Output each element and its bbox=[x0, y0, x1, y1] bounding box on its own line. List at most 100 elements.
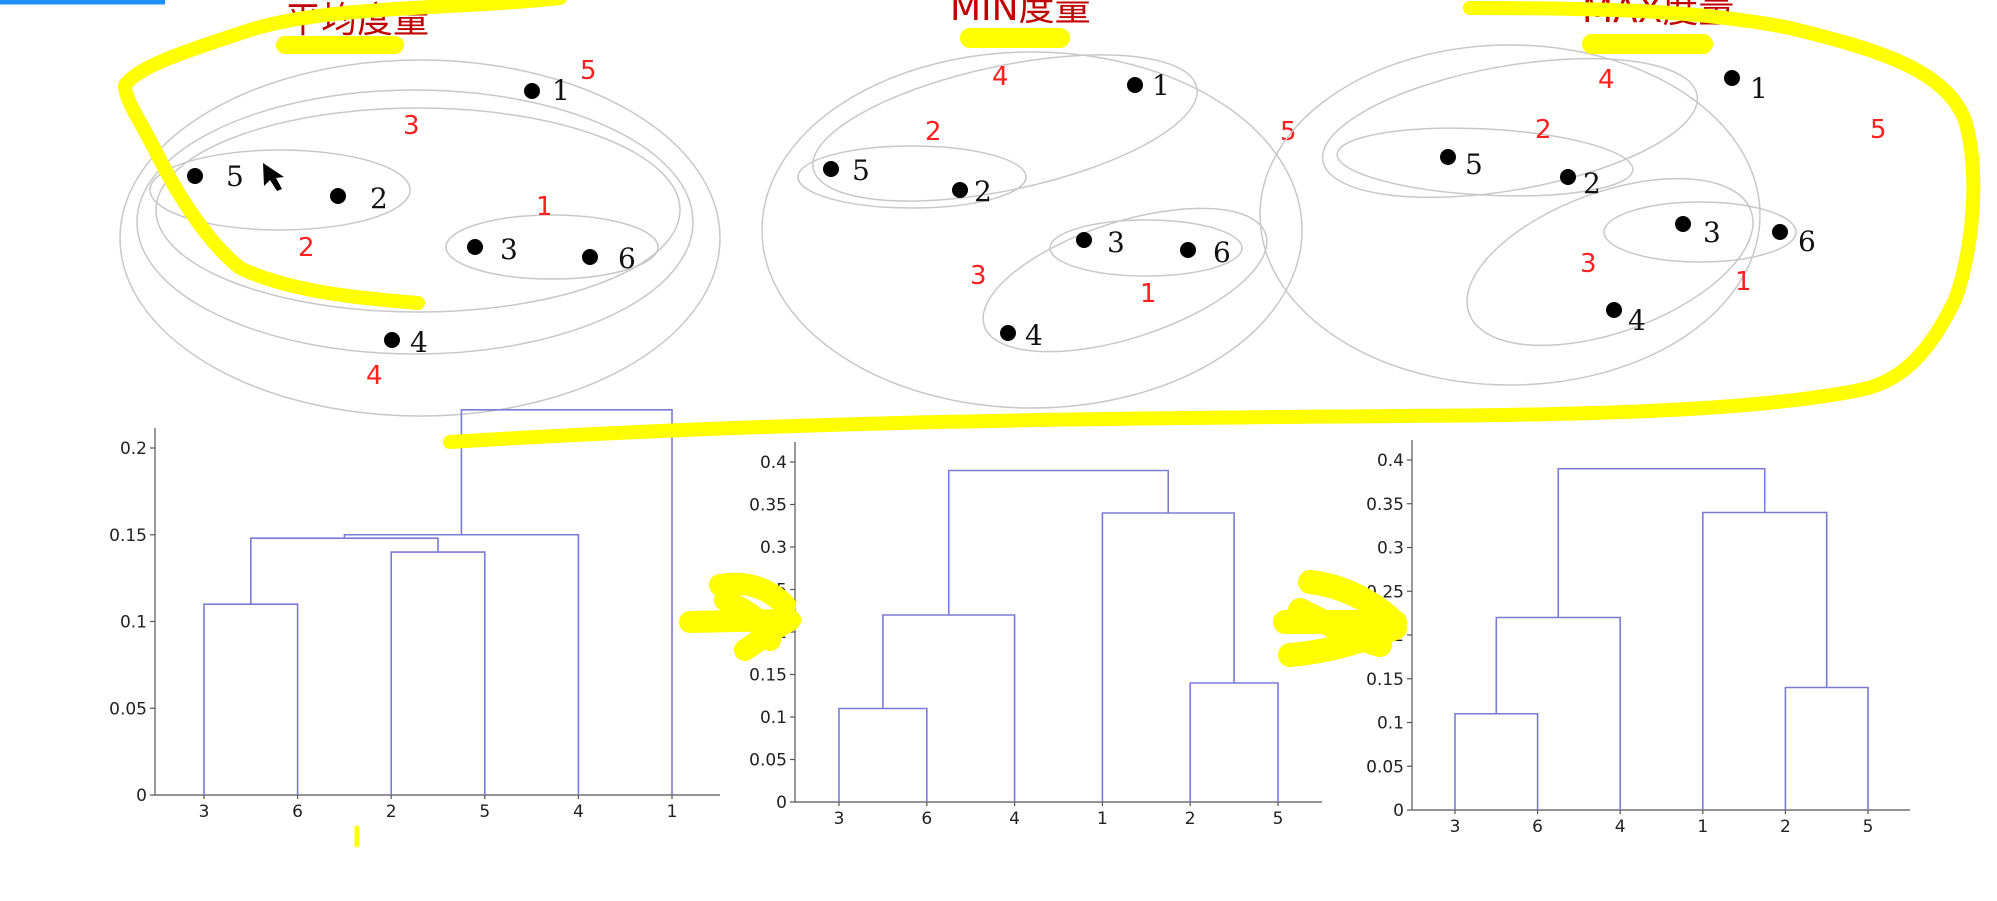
highlight-loop-right bbox=[443, 1, 1981, 449]
dendrogram-link bbox=[838, 707, 928, 802]
dendrogram-link bbox=[1702, 511, 1828, 810]
x-tick-label: 1 bbox=[1697, 817, 1708, 837]
x-tick-label: 6 bbox=[292, 802, 303, 822]
dendrogram-link bbox=[1557, 467, 1766, 618]
dendrogram-link bbox=[250, 537, 439, 605]
y-tick-label: 0.1 bbox=[1377, 714, 1404, 734]
x-tick-label: 1 bbox=[667, 802, 678, 822]
y-tick-label: 0.2 bbox=[120, 439, 147, 459]
cluster-ellipse bbox=[1259, 44, 1761, 386]
x-tick-label: 2 bbox=[386, 802, 397, 822]
highlight-arrow bbox=[679, 572, 801, 661]
mouse-cursor-icon bbox=[263, 163, 284, 191]
point-label: 6 bbox=[1798, 225, 1816, 258]
point-label: 1 bbox=[552, 74, 570, 107]
dendrogram-link bbox=[1189, 682, 1279, 802]
merge-order-label: 1 bbox=[1735, 267, 1752, 297]
cluster-ellipse bbox=[812, 54, 1198, 202]
y-tick-label: 0.1 bbox=[760, 708, 787, 728]
cluster-ellipse bbox=[119, 59, 721, 417]
title-min: MIN度量 bbox=[950, 0, 1091, 29]
y-tick-label: 0.05 bbox=[749, 751, 787, 771]
dendrogram-link bbox=[343, 533, 580, 795]
point bbox=[384, 332, 400, 348]
dendrogram-link bbox=[947, 469, 1170, 615]
cluster-ellipse bbox=[797, 145, 1027, 209]
x-tick-label: 2 bbox=[1780, 817, 1791, 837]
point-label: 6 bbox=[1213, 236, 1231, 269]
highlight-loop-left bbox=[118, 0, 567, 310]
x-tick-label: 3 bbox=[1450, 817, 1461, 837]
point bbox=[1772, 224, 1788, 240]
dendrogram-min: 00.050.10.150.20.250.30.350.43 6 4 1 2 5 bbox=[749, 442, 1322, 829]
point-label: 6 bbox=[618, 242, 636, 275]
y-tick-label: 0.05 bbox=[109, 699, 147, 719]
x-tick-label: 4 bbox=[1009, 809, 1020, 829]
point-label: 3 bbox=[1703, 216, 1721, 249]
point-label: 1 bbox=[1750, 72, 1768, 105]
point bbox=[524, 83, 540, 99]
point bbox=[187, 168, 203, 184]
point bbox=[952, 182, 968, 198]
merge-order-label: 3 bbox=[1580, 249, 1597, 279]
cluster-ellipse bbox=[149, 149, 411, 231]
point-label: 1 bbox=[1152, 69, 1170, 102]
y-tick-label: 0.4 bbox=[760, 453, 787, 473]
cluster-ellipse bbox=[982, 207, 1268, 353]
point bbox=[582, 249, 598, 265]
y-tick-label: 0.15 bbox=[109, 526, 147, 546]
dendrogram-link bbox=[460, 409, 673, 795]
highlight-arrow bbox=[1273, 570, 1407, 667]
cluster-panel-average: 1 5 2 3 6 4 5 3 1 2 4 bbox=[119, 56, 721, 417]
merge-order-label: 5 bbox=[1870, 115, 1887, 145]
dendrogram-link bbox=[203, 603, 299, 795]
cluster-ellipse bbox=[155, 107, 681, 313]
merge-order-label: 2 bbox=[1535, 115, 1552, 145]
point bbox=[1180, 242, 1196, 258]
point bbox=[1606, 302, 1622, 318]
y-tick-label: 0.05 bbox=[1366, 757, 1404, 777]
point-label: 4 bbox=[1025, 319, 1043, 352]
dendrogram-max: 00.050.10.150.20.250.30.350.43 6 4 1 2 5 bbox=[1366, 440, 1910, 837]
merge-order-label: 1 bbox=[1140, 279, 1157, 309]
merge-order-label: 5 bbox=[1280, 117, 1297, 147]
y-tick-label: 0.3 bbox=[1377, 539, 1404, 559]
point bbox=[330, 188, 346, 204]
point bbox=[1127, 77, 1143, 93]
point bbox=[467, 239, 483, 255]
x-tick-label: 6 bbox=[1532, 817, 1543, 837]
point-label: 5 bbox=[226, 160, 244, 193]
x-tick-label: 5 bbox=[1863, 817, 1874, 837]
cluster-ellipse bbox=[1466, 177, 1754, 347]
x-tick-label: 6 bbox=[921, 809, 932, 829]
point-label: 3 bbox=[500, 233, 518, 266]
merge-order-label: 4 bbox=[992, 62, 1009, 92]
cluster-ellipse bbox=[1321, 57, 1699, 199]
y-tick-label: 0.35 bbox=[1366, 495, 1404, 515]
highlighter-annotations bbox=[118, 0, 1981, 848]
cluster-ellipse bbox=[136, 89, 694, 355]
cluster-ellipse bbox=[445, 214, 659, 280]
point-label: 2 bbox=[1583, 167, 1601, 200]
point bbox=[1440, 149, 1456, 165]
y-tick-label: 0.1 bbox=[120, 613, 147, 633]
dendrogram-link bbox=[390, 551, 486, 795]
point-label: 2 bbox=[974, 175, 992, 208]
x-tick-label: 5 bbox=[479, 802, 490, 822]
x-tick-label: 4 bbox=[1615, 817, 1626, 837]
point-label: 2 bbox=[370, 182, 388, 215]
dendrogram-link bbox=[1784, 686, 1869, 810]
cluster-ellipse bbox=[1049, 219, 1243, 277]
x-tick-label: 5 bbox=[1273, 809, 1284, 829]
x-tick-label: 3 bbox=[199, 802, 210, 822]
merge-order-label: 1 bbox=[536, 192, 553, 222]
x-tick-label: 3 bbox=[834, 809, 845, 829]
x-tick-label: 2 bbox=[1185, 809, 1196, 829]
dendrogram-link bbox=[1101, 512, 1235, 802]
y-tick-label: 0 bbox=[776, 793, 787, 813]
merge-order-label: 5 bbox=[580, 56, 597, 86]
cluster-panel-min: 1 5 2 3 6 4 4 2 5 3 1 bbox=[761, 51, 1303, 409]
y-tick-label: 0.4 bbox=[1377, 451, 1404, 471]
merge-order-label: 3 bbox=[970, 261, 987, 291]
